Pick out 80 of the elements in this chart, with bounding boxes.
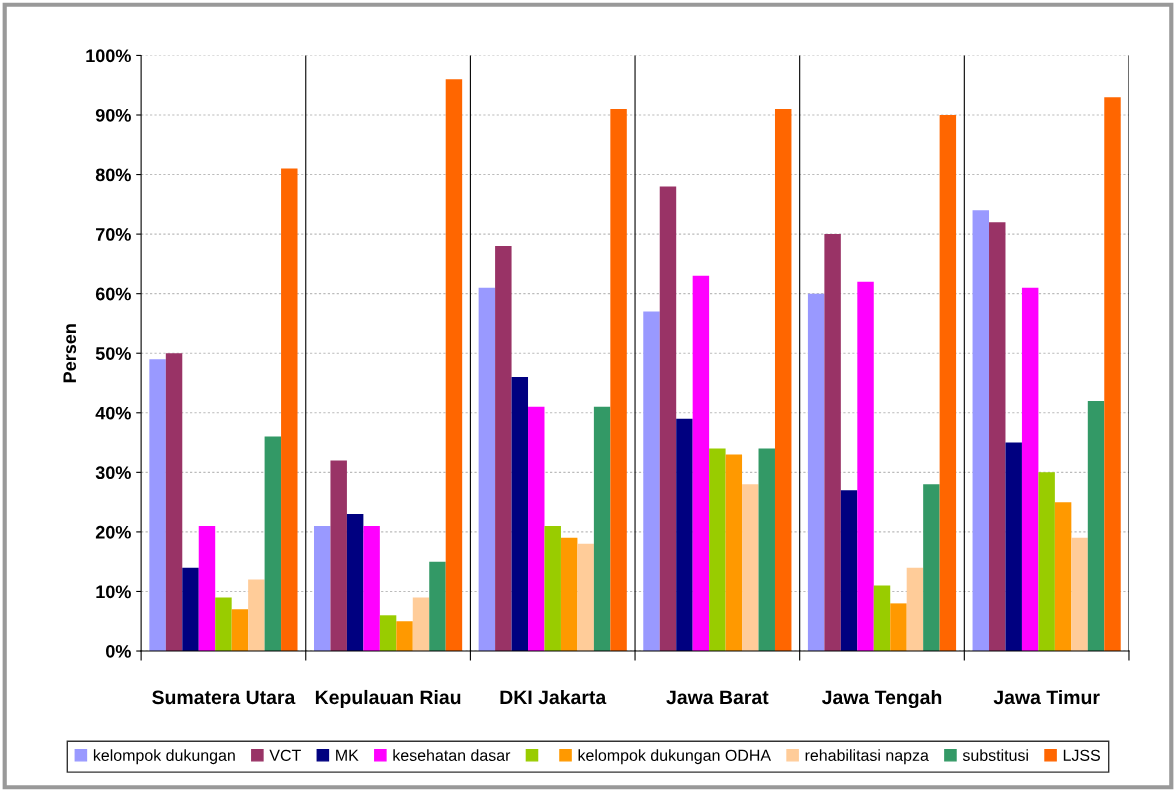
- legend-label: substitusi: [962, 749, 1028, 761]
- legend-label: MK: [336, 749, 359, 761]
- bar: [1005, 442, 1022, 652]
- bar: [1104, 97, 1121, 652]
- bar: [528, 406, 545, 652]
- y-tick-label: 40%: [95, 406, 131, 420]
- bar: [511, 377, 529, 652]
- bar: [989, 222, 1006, 652]
- bar: [1087, 400, 1105, 652]
- bar: [725, 454, 743, 652]
- x-tick-label: DKI Jakarta: [500, 689, 607, 705]
- bar: [478, 287, 496, 652]
- x-tick-label: Jawa Tengah: [821, 689, 942, 709]
- bar: [165, 353, 183, 652]
- y-tick-label: 0%: [106, 644, 131, 658]
- bar: [906, 567, 924, 652]
- bar: [610, 109, 627, 652]
- y-tick-label: 10%: [96, 585, 131, 599]
- bar: [758, 448, 775, 652]
- y-axis-title: Persen: [63, 324, 77, 383]
- bar: [1021, 287, 1039, 652]
- y-tick-label: 80%: [95, 168, 131, 182]
- bar: [248, 579, 265, 652]
- y-tick-label: 70%: [96, 228, 131, 241]
- bar: [676, 418, 693, 652]
- bar: [215, 597, 232, 652]
- bar: [692, 275, 710, 652]
- bar: [972, 210, 990, 652]
- bar: [544, 525, 561, 652]
- bar: [281, 168, 298, 652]
- bar: [807, 293, 825, 652]
- bar: [709, 448, 726, 652]
- x-tick-label: Jawa Timur: [993, 689, 1100, 705]
- bar: [593, 406, 611, 652]
- bar: [330, 460, 347, 652]
- bar: [396, 621, 413, 652]
- bar: [445, 79, 463, 652]
- bar: [313, 525, 331, 652]
- x-tick-label: Sumatera Utara: [152, 690, 296, 705]
- bar: [742, 484, 759, 652]
- bar: [149, 359, 166, 652]
- bar: [560, 537, 578, 652]
- bar: [379, 615, 397, 652]
- bar: [774, 109, 792, 652]
- bar: [495, 246, 512, 652]
- bar: [1071, 537, 1088, 652]
- bar: [363, 525, 380, 652]
- bar: [1038, 472, 1055, 652]
- y-tick-label: 100%: [86, 49, 131, 63]
- bar: [873, 585, 891, 652]
- bar: [939, 115, 957, 652]
- bar: [231, 609, 249, 652]
- bar: [346, 514, 364, 652]
- bar: [857, 281, 874, 652]
- legend-label: kelompok dukungan ODHA: [578, 749, 772, 765]
- bar: [824, 234, 841, 652]
- legend-label: kesehatan dasar: [393, 749, 511, 761]
- y-tick-label: 20%: [95, 525, 131, 539]
- y-tick-label: 30%: [95, 466, 131, 480]
- bar: [412, 597, 430, 652]
- bar: [182, 567, 199, 652]
- bar: [659, 186, 677, 652]
- bar: [643, 311, 660, 652]
- bar: [198, 525, 216, 652]
- y-tick-label: 50%: [95, 347, 131, 360]
- y-tick-label: 90%: [95, 108, 131, 122]
- bar: [577, 543, 594, 652]
- legend-label: rehabilitasi napza: [805, 749, 929, 765]
- legend-label: VCT: [269, 749, 301, 761]
- legend-label: kelompok dukungan: [93, 749, 235, 765]
- x-tick-label: Jawa Barat: [666, 690, 769, 705]
- bar: [890, 603, 907, 652]
- bar: [923, 484, 940, 652]
- bar: [429, 561, 446, 652]
- y-tick-label: 60%: [95, 287, 131, 301]
- x-tick-label: Kepulauan Riau: [315, 689, 461, 709]
- bar: [1054, 502, 1072, 652]
- legend-label: LJSS: [1063, 749, 1100, 761]
- bar: [264, 436, 282, 652]
- bar: [840, 490, 858, 652]
